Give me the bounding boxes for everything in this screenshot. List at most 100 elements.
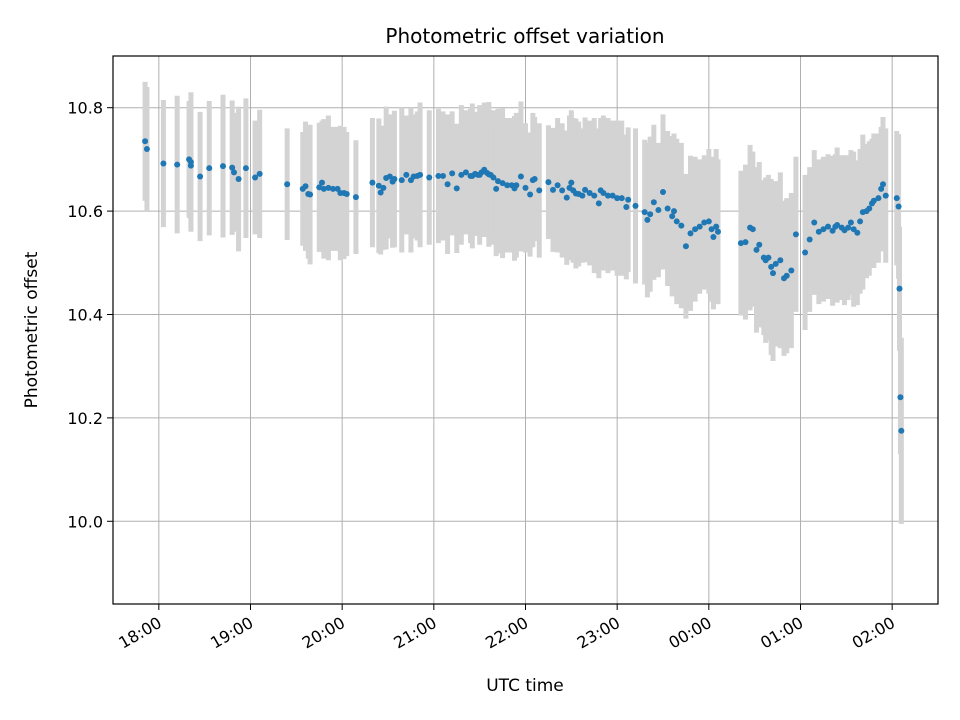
- data-point: [875, 195, 882, 202]
- data-point: [369, 179, 376, 186]
- data-point: [426, 174, 433, 181]
- data-point: [600, 190, 607, 196]
- y-tick-label: 10.0: [67, 512, 103, 531]
- data-point: [197, 173, 204, 180]
- data-point: [878, 185, 885, 192]
- data-point: [618, 195, 625, 202]
- data-point: [229, 164, 236, 171]
- data-point: [737, 240, 744, 247]
- data-point: [777, 257, 784, 264]
- data-point: [857, 218, 864, 225]
- data-point: [522, 184, 529, 191]
- data-point: [897, 394, 904, 401]
- data-point: [386, 173, 393, 180]
- data-point: [231, 169, 237, 176]
- data-point: [772, 260, 779, 267]
- data-point: [527, 191, 534, 198]
- data-points: [142, 138, 905, 434]
- data-point: [325, 184, 332, 191]
- data-point: [453, 185, 460, 192]
- data-point: [678, 222, 685, 229]
- data-point: [850, 226, 857, 233]
- data-point: [440, 172, 446, 179]
- data-point: [825, 223, 831, 230]
- y-tick-label: 10.6: [67, 202, 103, 221]
- data-point: [655, 207, 662, 214]
- data-point: [143, 146, 150, 153]
- data-point: [160, 160, 167, 167]
- data-point: [806, 236, 813, 243]
- data-point: [625, 196, 632, 203]
- data-point: [458, 171, 465, 178]
- data-point: [742, 239, 749, 246]
- data-point: [605, 192, 611, 199]
- data-point: [449, 170, 456, 177]
- data-point: [493, 185, 500, 192]
- data-point: [866, 205, 873, 212]
- data-point: [142, 138, 149, 145]
- data-point: [708, 226, 715, 233]
- data-point: [609, 192, 616, 199]
- data-point: [756, 241, 763, 248]
- data-point: [242, 165, 249, 172]
- data-point: [352, 194, 359, 201]
- data-point: [235, 176, 242, 183]
- data-point: [403, 171, 410, 178]
- data-point: [391, 176, 398, 183]
- data-point: [614, 195, 621, 202]
- data-point: [898, 427, 905, 434]
- x-axis-label: UTC time: [486, 676, 564, 696]
- data-point: [307, 191, 314, 198]
- data-point: [330, 185, 336, 192]
- data-point: [320, 185, 327, 192]
- data-point: [444, 181, 451, 188]
- data-point: [174, 161, 181, 168]
- y-axis-label: Photometric offset: [22, 251, 42, 408]
- data-point: [591, 192, 598, 199]
- data-point: [550, 186, 556, 193]
- data-point: [435, 172, 442, 179]
- data-point: [715, 228, 721, 235]
- data-point: [380, 184, 387, 191]
- data-point: [632, 202, 639, 209]
- data-point: [462, 169, 469, 176]
- data-point: [792, 231, 799, 238]
- data-point: [499, 180, 506, 187]
- data-point: [568, 179, 575, 186]
- data-point: [705, 218, 712, 225]
- data-point: [187, 162, 194, 169]
- data-point: [545, 179, 552, 186]
- data-point: [256, 170, 263, 177]
- data-point: [854, 229, 861, 236]
- data-point: [504, 182, 511, 189]
- data-point: [768, 263, 775, 270]
- data-point: [671, 208, 677, 215]
- data-point: [623, 203, 630, 210]
- data-point: [713, 223, 720, 230]
- chart-title: Photometric offset variation: [385, 24, 664, 48]
- data-point: [673, 218, 680, 225]
- y-tick-label: 10.8: [67, 99, 103, 118]
- data-point: [710, 233, 717, 240]
- data-point: [815, 228, 822, 235]
- data-point: [820, 226, 827, 233]
- data-point: [870, 197, 877, 204]
- data-point: [206, 165, 213, 172]
- data-point: [660, 188, 666, 195]
- data-point: [517, 173, 524, 180]
- data-point: [582, 186, 589, 193]
- data-point: [586, 190, 593, 196]
- data-point: [595, 200, 602, 207]
- data-point: [513, 182, 520, 189]
- y-axis-ticks: 10.0 10.2 10.4 10.6 10.8: [67, 99, 113, 531]
- data-point: [701, 219, 708, 226]
- data-point: [682, 243, 689, 250]
- data-point: [845, 224, 852, 231]
- y-tick-label: 10.4: [67, 305, 103, 324]
- data-point: [343, 191, 350, 198]
- data-point: [847, 219, 854, 226]
- data-point: [882, 192, 889, 199]
- y-tick-label: 10.2: [67, 409, 103, 428]
- data-point: [834, 222, 841, 229]
